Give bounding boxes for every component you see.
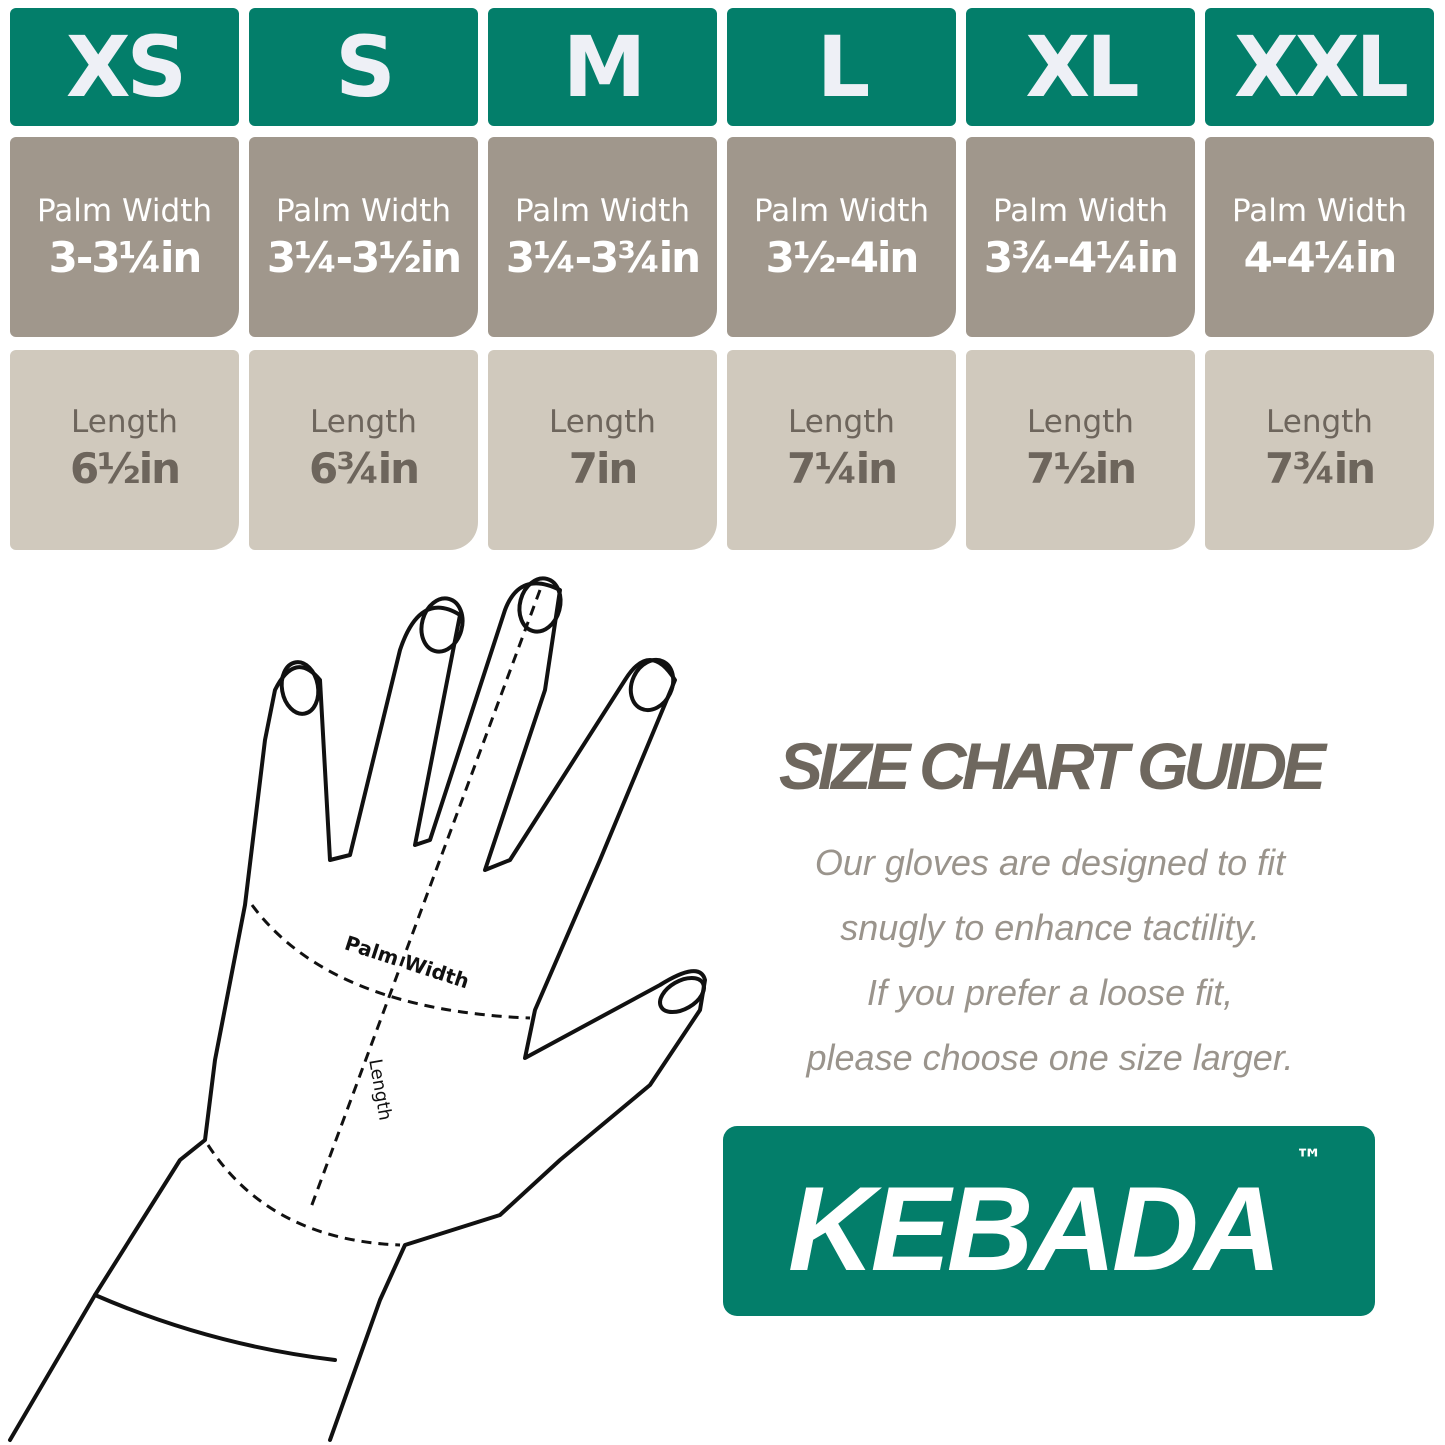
palm-width-cell: Palm Width 4-4¼in xyxy=(1205,137,1434,337)
trademark-symbol: ™ xyxy=(1295,1143,1323,1176)
size-header: L xyxy=(727,8,956,126)
palm-width-label: Palm Width xyxy=(36,193,213,229)
palm-width-label: Palm Width xyxy=(275,193,452,229)
guide-line: snugly to enhance tactility. xyxy=(840,907,1260,948)
hand-measurement-diagram: Palm Width Length xyxy=(8,576,707,1442)
palm-width-value: 3¼-3½in xyxy=(266,233,462,282)
guide-line: please choose one size larger. xyxy=(806,1037,1294,1078)
length-label: Length xyxy=(364,1057,395,1122)
size-header: S xyxy=(249,8,478,126)
length-cell: Length 7¾in xyxy=(1205,350,1434,550)
wrist-measure-line xyxy=(206,1144,401,1247)
palm-width-label: Palm Width xyxy=(1231,193,1408,229)
palm-width-label: Palm Width xyxy=(753,193,930,229)
palm-width-cell: Palm Width 3-3¼in xyxy=(10,137,239,337)
length-cell: Length 7½in xyxy=(966,350,1195,550)
brand-logo: KEBADA ™ xyxy=(723,1126,1375,1316)
length-label: Length xyxy=(549,404,656,440)
guide-line: If you prefer a loose fit, xyxy=(866,972,1234,1013)
guide-description: Our gloves are designed to fit snugly to… xyxy=(740,830,1360,1090)
palm-width-value: 3½-4in xyxy=(765,233,920,282)
length-cell: Length 6½in xyxy=(10,350,239,550)
palm-width-cell: Palm Width 3¼-3¾in xyxy=(488,137,717,337)
length-value: 7¾in xyxy=(1265,444,1376,493)
length-cell: Length 7in xyxy=(488,350,717,550)
palm-width-cell: Palm Width 3¼-3½in xyxy=(249,137,478,337)
guide-line: Our gloves are designed to fit xyxy=(814,842,1286,883)
size-header: XXL xyxy=(1205,8,1434,126)
length-value: 7½in xyxy=(1026,444,1137,493)
length-label: Length xyxy=(310,404,417,440)
length-value: 6½in xyxy=(70,444,181,493)
length-label: Length xyxy=(788,404,895,440)
palm-width-value: 3-3¼in xyxy=(48,233,203,282)
length-label: Length xyxy=(1266,404,1373,440)
brand-name: KEBADA xyxy=(788,1162,1281,1296)
palm-width-cell: Palm Width 3½-4in xyxy=(727,137,956,337)
length-cell: Length 6¾in xyxy=(249,350,478,550)
cuff-line xyxy=(93,1293,337,1362)
palm-width-value: 3¾-4¼in xyxy=(983,233,1179,282)
palm-width-label: Palm Width xyxy=(514,193,691,229)
palm-width-value: 4-4¼in xyxy=(1243,233,1398,282)
palm-width-label: Palm Width xyxy=(992,193,1169,229)
length-value: 7in xyxy=(568,444,639,493)
length-label: Length xyxy=(71,404,178,440)
hand-outline xyxy=(8,581,707,1442)
length-cell: Length 7¼in xyxy=(727,350,956,550)
palm-width-value: 3¼-3¾in xyxy=(505,233,701,282)
palm-width-cell: Palm Width 3¾-4¼in xyxy=(966,137,1195,337)
length-value: 6¾in xyxy=(309,444,420,493)
size-header: XL xyxy=(966,8,1195,126)
length-label: Length xyxy=(1027,404,1134,440)
length-value: 7¼in xyxy=(787,444,898,493)
size-header: XS xyxy=(10,8,239,126)
guide-title: SIZE CHART GUIDE xyxy=(778,729,1326,803)
length-measure-line xyxy=(308,589,542,1211)
palm-width-label: Palm Width xyxy=(342,931,472,994)
palm-width-measure-line xyxy=(250,904,531,1020)
size-header: M xyxy=(488,8,717,126)
